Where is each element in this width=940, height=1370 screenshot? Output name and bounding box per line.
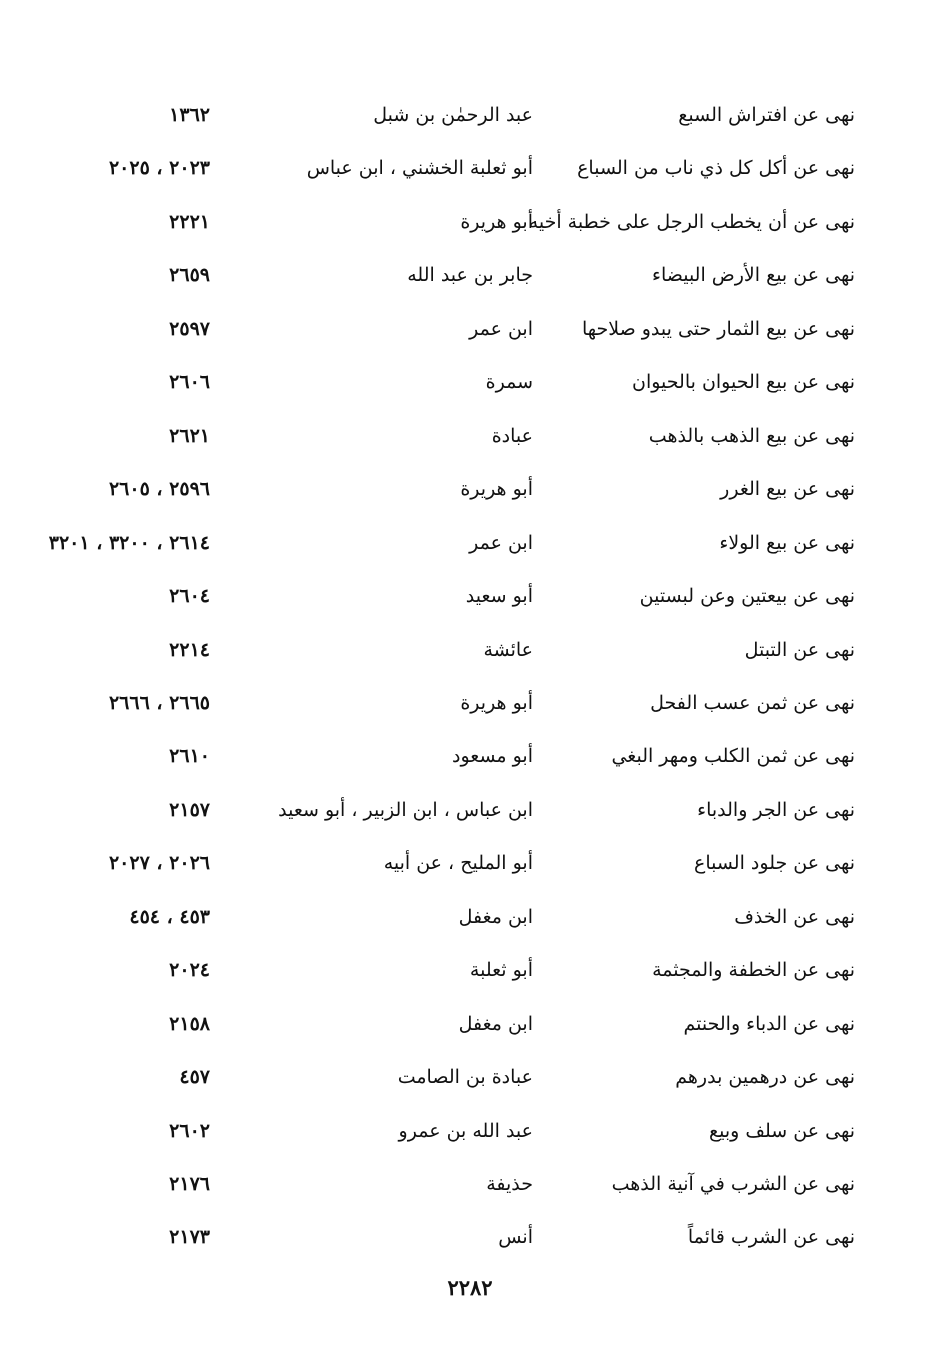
topic: نهى عن الشرب في آنية الذهب xyxy=(611,1173,855,1195)
narrator: جابر بن عبد الله xyxy=(407,264,533,287)
topic: نهى عن درهمين بدرهم xyxy=(675,1066,855,1089)
narrator: أبو المليح ، عن أبيه xyxy=(383,852,533,875)
topic: نهى عن ثمن الكلب ومهر البغي xyxy=(611,745,855,768)
narrator: عبد الله بن عمرو xyxy=(398,1119,533,1142)
topic: نهى عن الخطفة والمجثمة xyxy=(652,959,855,982)
hadith-numbers: ٢٠٢٦ ، ٢٠٢٧ xyxy=(108,852,210,875)
hadith-numbers: ٢٦٦٥ ، ٢٦٦٦ xyxy=(108,691,210,714)
narrator: عبادة بن الصامت xyxy=(397,1066,533,1089)
narrator: عبادة xyxy=(491,424,533,447)
narrator: ابن مغفل xyxy=(458,1012,533,1035)
narrator: أبو ثعلبة xyxy=(469,959,533,982)
topic: نهى عن جلود السباع xyxy=(694,852,855,875)
narrator: أبو هريرة xyxy=(460,478,533,501)
hadith-numbers: ٢٥٩٦ ، ٢٦٠٥ xyxy=(108,478,210,501)
topic: نهى عن الجر والدباء xyxy=(697,798,855,821)
narrator: ابن عمر xyxy=(469,531,533,554)
topic: نهى عن أكل كل ذي ناب من السباع xyxy=(577,157,855,180)
topic: نهى عن افتراش السبع xyxy=(678,104,855,126)
hadith-numbers: ٢٦١٠ xyxy=(169,745,210,768)
narrator: حذيفة xyxy=(486,1173,533,1195)
hadith-numbers: ٢٦٠٤ xyxy=(169,585,210,608)
hadith-numbers: ٢٥٩٧ xyxy=(169,317,210,340)
hadith-numbers: ٢٦٢١ xyxy=(169,424,210,447)
hadith-numbers: ٢٢١٤ xyxy=(169,638,210,661)
narrator: ابن عباس ، ابن الزبير ، أبو سعيد xyxy=(278,798,533,821)
topic: نهى عن بيع الولاء xyxy=(719,531,855,554)
topic: نهى عن الخذف xyxy=(734,905,855,928)
topic: نهى عن أن يخطب الرجل على خطبة أخيه xyxy=(528,210,855,233)
hadith-numbers: ٢٠٢٣ ، ٢٠٢٥ xyxy=(108,157,210,180)
hadith-numbers: ٢٦٠٢ xyxy=(169,1119,210,1142)
narrator: أبو سعيد xyxy=(465,585,533,608)
hadith-numbers: ٢٦٥٩ xyxy=(169,264,210,287)
narrator: عائشة xyxy=(483,638,533,661)
topic: نهى عن بيع الذهب بالذهب xyxy=(648,424,855,447)
page-number: ٢٢٨٢ xyxy=(447,1275,493,1300)
topic: نهى عن سلف وبيع xyxy=(709,1119,855,1142)
narrator: أنس xyxy=(498,1226,533,1249)
hadith-numbers: ٤٥٧ xyxy=(179,1066,210,1089)
narrator: سمرة xyxy=(485,371,533,394)
narrator: ابن مغفل xyxy=(458,905,533,928)
narrator: أبو هريرة xyxy=(460,691,533,714)
hadith-numbers: ٢١٧٦ xyxy=(169,1173,210,1195)
narrator: أبو ثعلبة الخشني ، ابن عباس xyxy=(306,157,533,180)
narrator: ابن عمر xyxy=(469,317,533,340)
hadith-numbers: ٢٦٠٦ xyxy=(169,371,210,394)
topic: نهى عن الدباء والحنتم xyxy=(683,1012,855,1035)
narrator: أبو مسعود xyxy=(452,745,533,768)
topic: نهى عن بيع الحيوان بالحيوان xyxy=(632,371,855,394)
topic: نهى عن بيعتين وعن لبستين xyxy=(639,585,855,608)
topic: نهى عن بيع الأرض البيضاء xyxy=(652,264,855,287)
hadith-numbers: ٢٦١٤ ، ٣٢٠٠ ، ٣٢٠١ xyxy=(48,531,210,554)
narrator: عبد الرحمٰن بن شبل xyxy=(373,104,533,126)
hadith-numbers: ١٣٦٢ xyxy=(169,104,210,126)
topic: نهى عن بيع الغرر xyxy=(720,478,855,501)
narrator: أبو هريرة xyxy=(460,210,533,233)
hadith-numbers: ٤٥٣ ، ٤٥٤ xyxy=(129,905,210,928)
topic: نهى عن الشرب قائماً xyxy=(687,1226,855,1249)
hadith-numbers: ٢٢٢١ xyxy=(169,210,210,233)
topic: نهى عن بيع الثمار حتى يبدو صلاحها xyxy=(581,317,855,340)
topic: نهى عن ثمن عسب الفحل xyxy=(650,691,855,714)
topic: نهى عن التبتل xyxy=(744,638,855,661)
hadith-numbers: ٢١٥٨ xyxy=(169,1012,210,1035)
hadith-numbers: ٢٠٢٤ xyxy=(169,959,210,982)
hadith-numbers: ٢١٧٣ xyxy=(169,1226,210,1249)
hadith-numbers: ٢١٥٧ xyxy=(169,798,210,821)
